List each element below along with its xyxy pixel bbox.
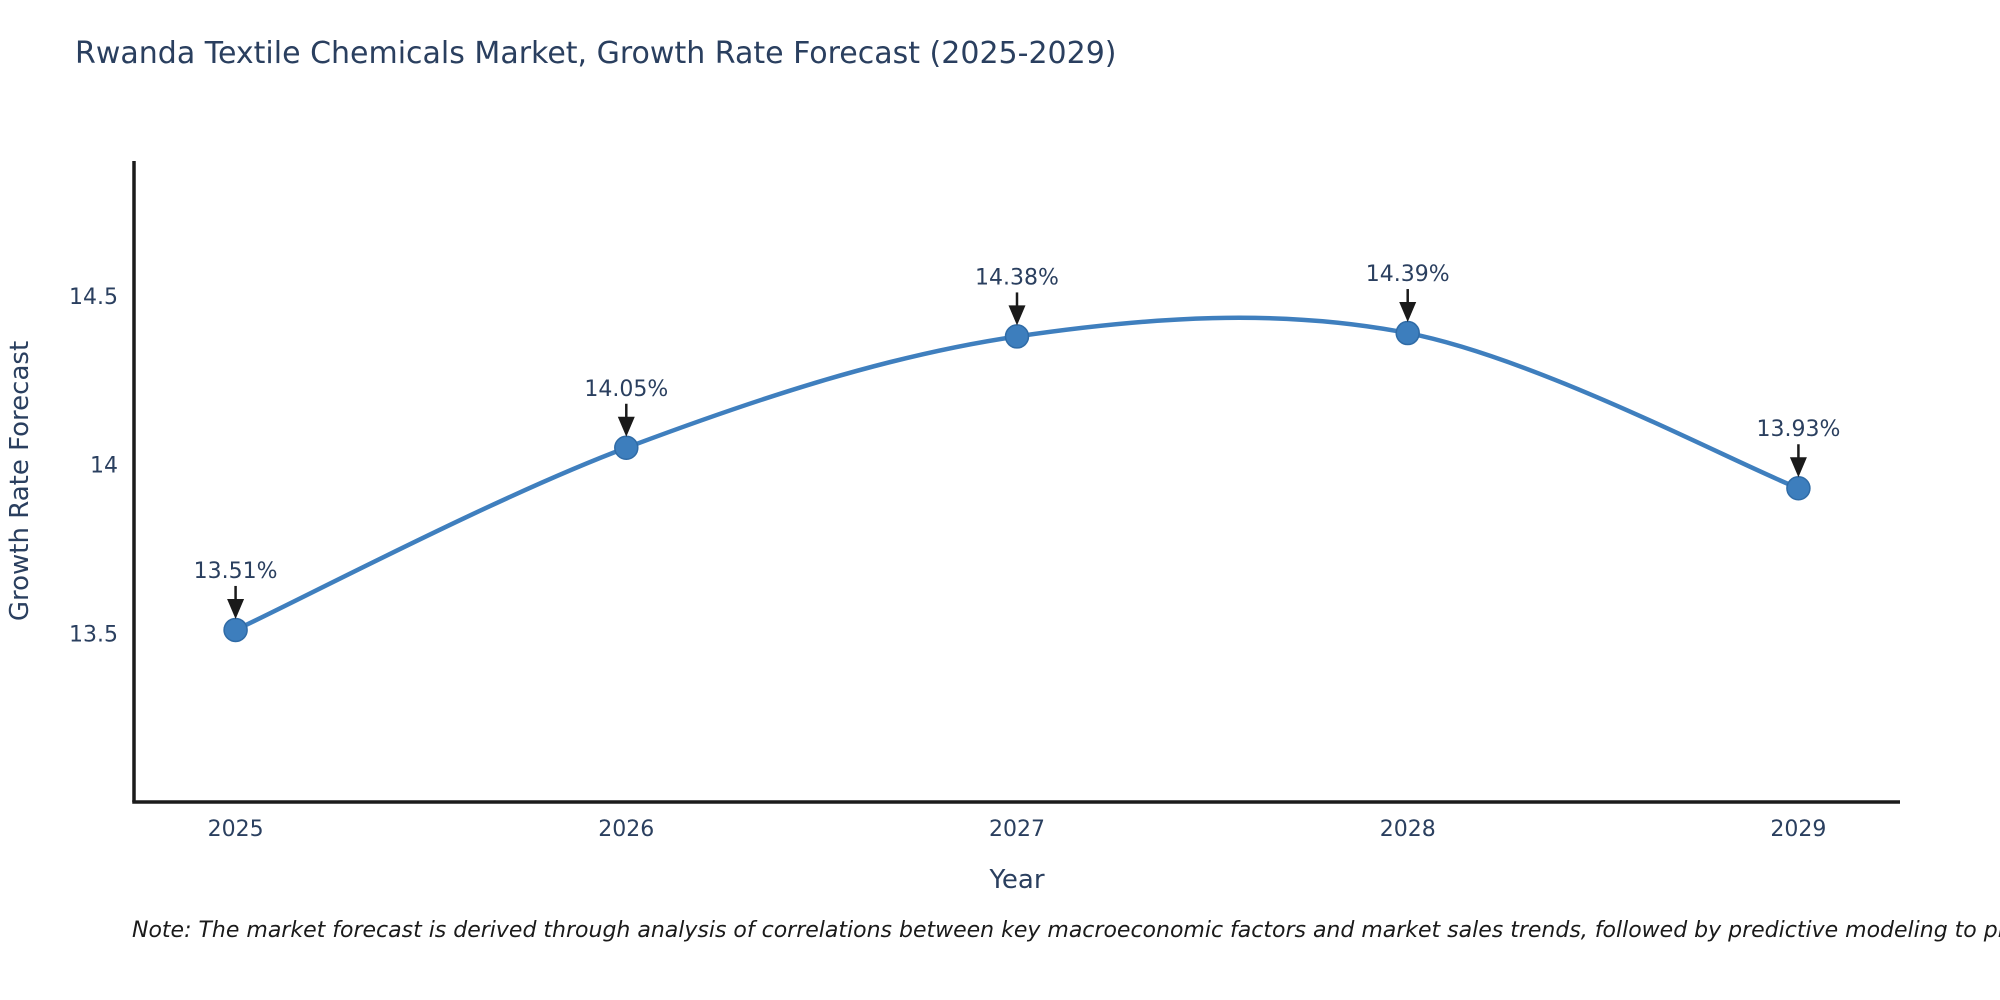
annotation-arrow-head-icon bbox=[1399, 302, 1417, 323]
x-axis-ticks: 2025 2026 2027 2028 2029 bbox=[208, 817, 1827, 842]
y-tick-label: 14 bbox=[90, 454, 118, 479]
data-point-label: 14.39% bbox=[1366, 262, 1450, 287]
data-point-annotations: 13.51% 14.05% 14.38% 14.39% 13.93% bbox=[194, 262, 1840, 619]
x-tick-label: 2025 bbox=[208, 817, 264, 842]
x-axis-title: Year bbox=[988, 865, 1044, 895]
data-point-marker[interactable] bbox=[1786, 475, 1811, 501]
x-tick-label: 2026 bbox=[598, 817, 654, 842]
data-point-label: 13.93% bbox=[1756, 417, 1840, 442]
y-tick-label: 14.5 bbox=[69, 285, 118, 310]
data-point-marker[interactable] bbox=[1004, 324, 1030, 349]
data-point-marker[interactable] bbox=[223, 617, 248, 643]
annotation-arrow-head-icon bbox=[617, 416, 635, 437]
line-series bbox=[233, 315, 1801, 633]
annotation-arrow-head-icon bbox=[1789, 457, 1807, 478]
x-tick-label: 2029 bbox=[1770, 817, 1826, 842]
data-point-label: 14.38% bbox=[975, 265, 1059, 290]
data-point-marker[interactable] bbox=[1395, 320, 1420, 346]
y-tick-label: 13.5 bbox=[69, 622, 118, 647]
data-point-label: 13.51% bbox=[194, 559, 278, 584]
chart-title: Rwanda Textile Chemicals Market, Growth … bbox=[75, 36, 1117, 71]
note-text: Note: The market forecast is derived thr… bbox=[132, 918, 2000, 943]
data-point-marker[interactable] bbox=[614, 435, 639, 461]
annotation-arrow-head-icon bbox=[227, 598, 245, 619]
data-point-markers bbox=[223, 320, 1811, 643]
data-point-label: 14.05% bbox=[584, 377, 668, 402]
x-tick-label: 2027 bbox=[989, 817, 1045, 842]
annotation-arrow-head-icon bbox=[1008, 305, 1026, 326]
x-tick-label: 2028 bbox=[1380, 817, 1436, 842]
line-series-path bbox=[233, 315, 1801, 633]
y-axis-title: Growth Rate Forecast bbox=[5, 341, 35, 621]
y-axis-ticks: 13.5 14 14.5 bbox=[69, 285, 118, 647]
